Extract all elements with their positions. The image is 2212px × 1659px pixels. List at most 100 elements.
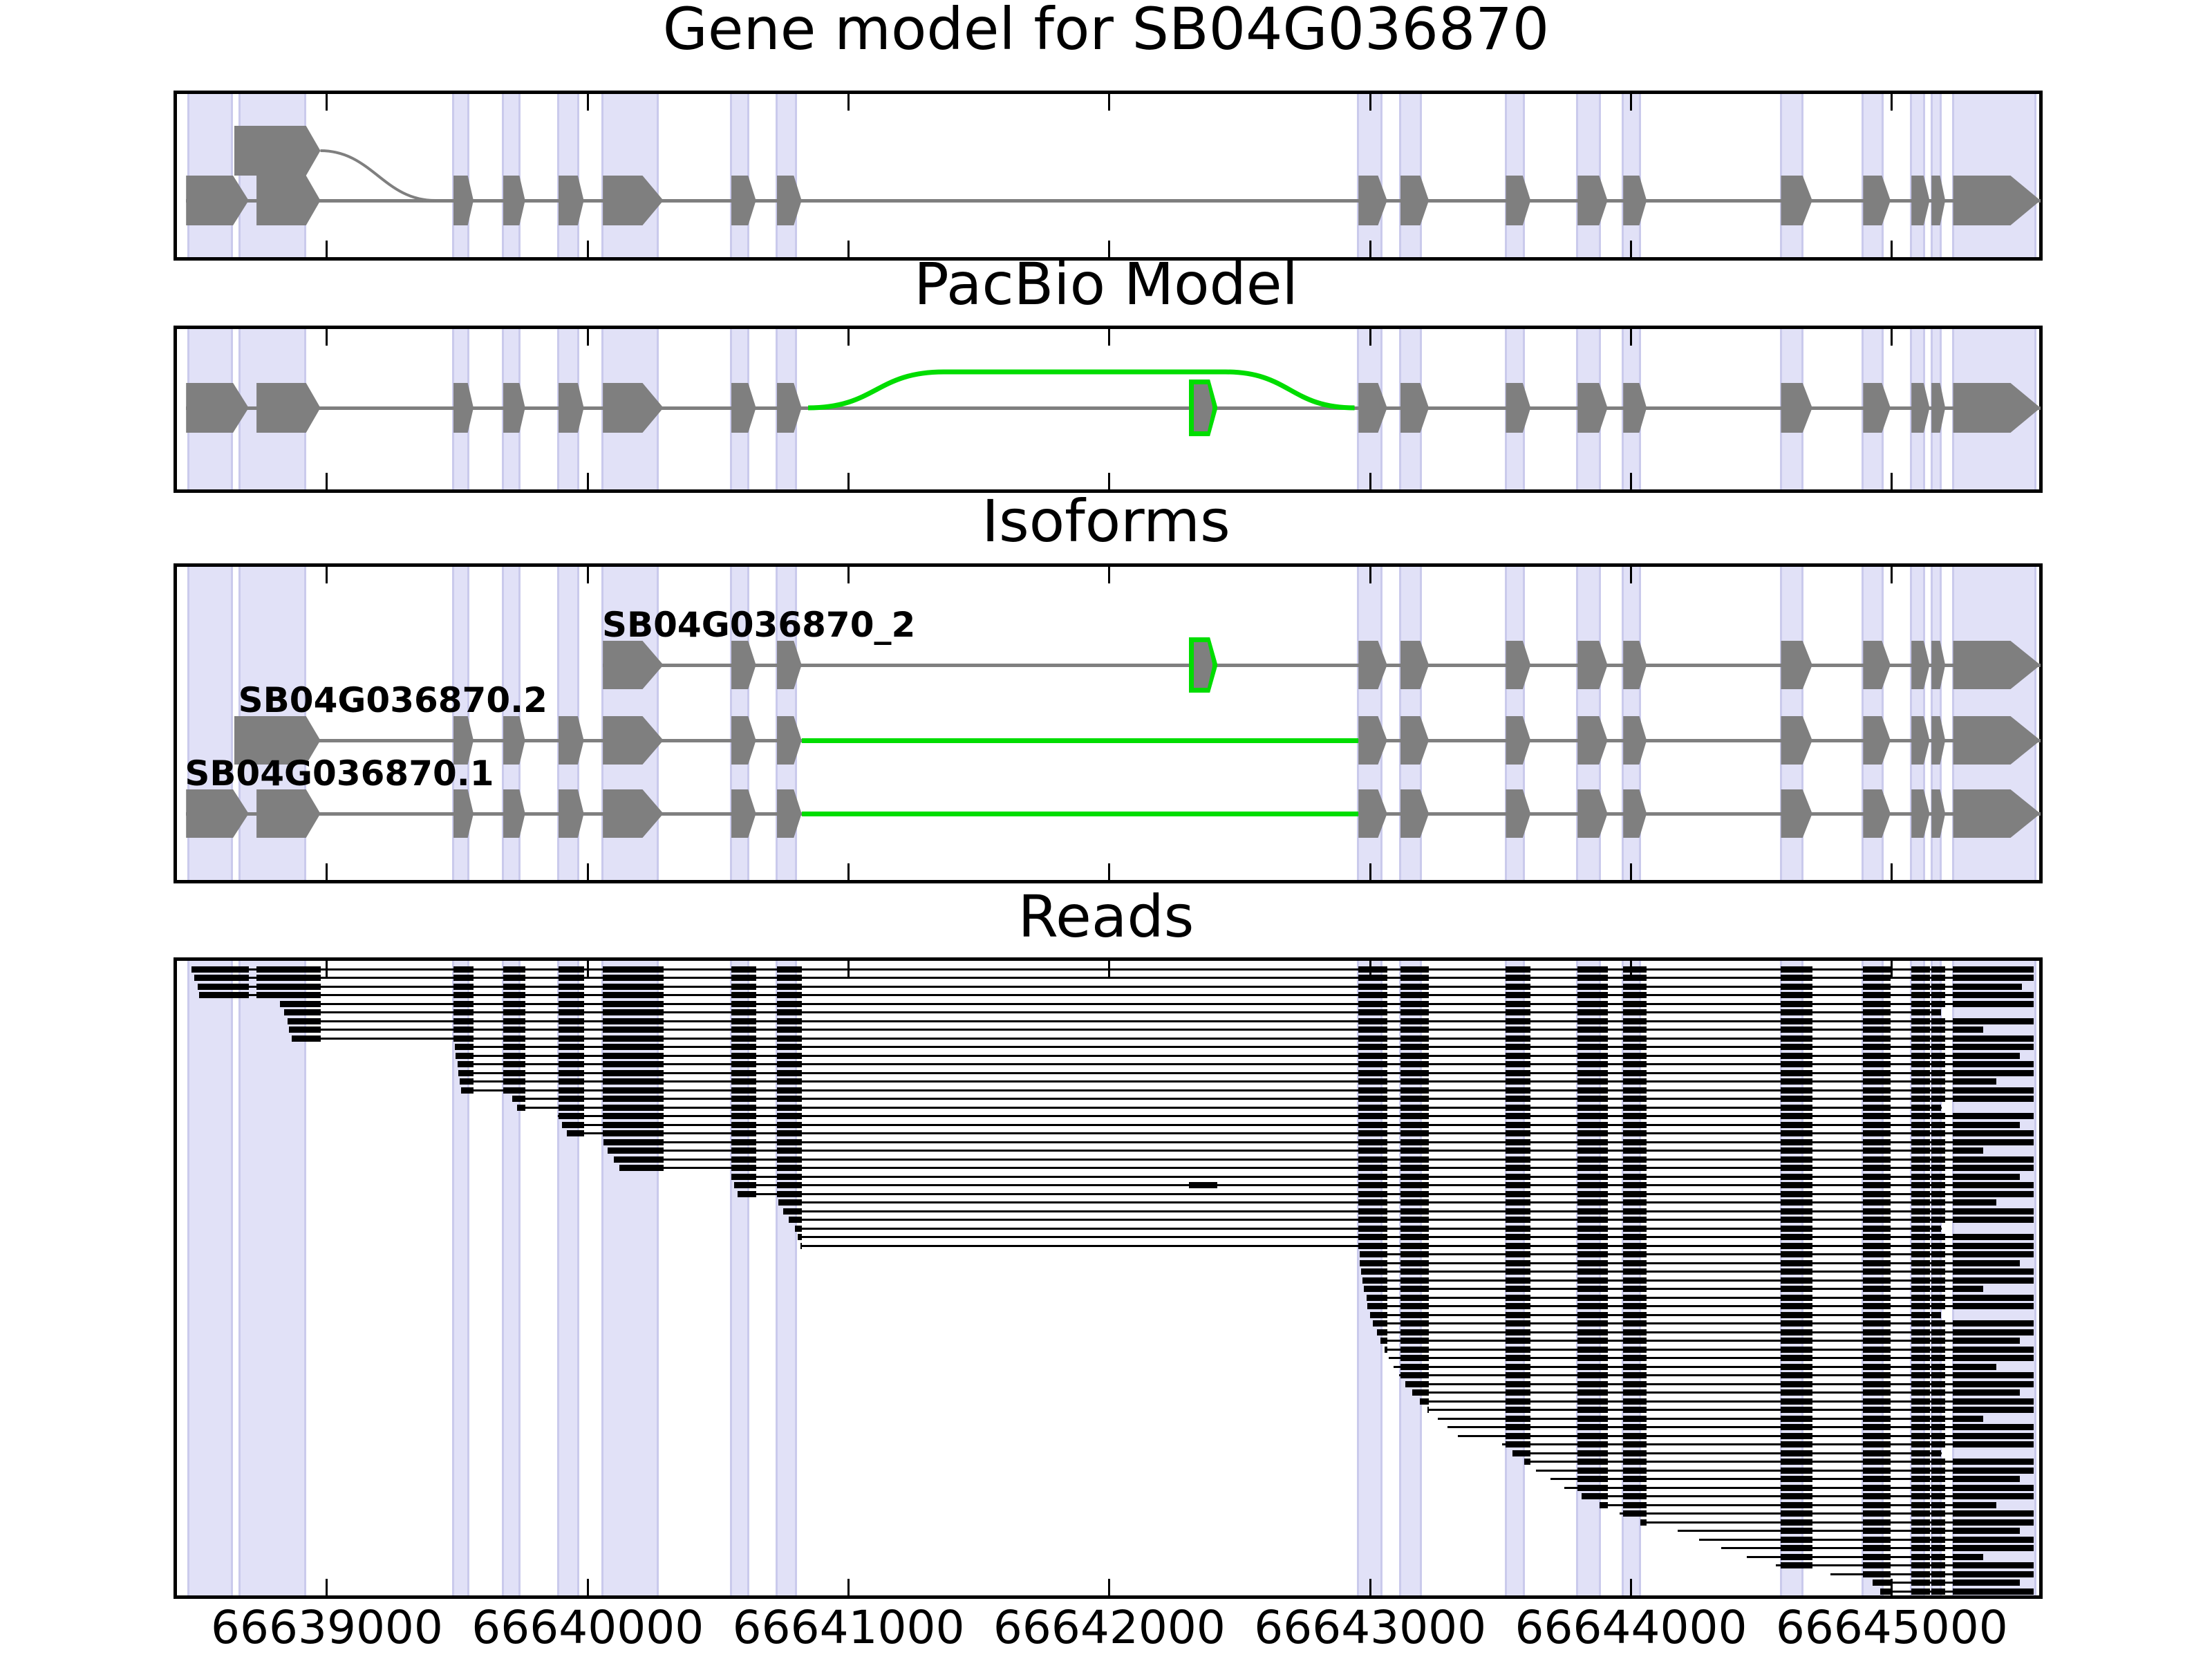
read-exon-block xyxy=(1863,1510,1891,1517)
read-exon-block xyxy=(503,1061,525,1067)
read-exon-block xyxy=(1931,1251,1946,1257)
read-exon-block xyxy=(1781,1156,1812,1163)
read-exon-block xyxy=(731,983,756,990)
read-exon-block xyxy=(1931,1156,1946,1163)
read-exon-block xyxy=(503,975,525,981)
read-exon-block xyxy=(1863,1242,1891,1249)
read-exon-block xyxy=(1781,1536,1812,1543)
read-exon-block xyxy=(1623,1217,1647,1223)
read-exon-block xyxy=(503,966,525,973)
axis-tick-mark xyxy=(1891,863,1893,880)
read-intron-line xyxy=(1360,1253,2034,1255)
read-intron-line xyxy=(1512,1452,1942,1454)
read-exon-block xyxy=(1781,1061,1812,1067)
read-exon-block xyxy=(1358,1190,1387,1197)
read-exon-block xyxy=(1358,992,1387,998)
read-exon-block xyxy=(731,1078,756,1085)
read-exon-block xyxy=(1911,1536,1930,1543)
read-exon-block xyxy=(1953,1165,2034,1171)
read-exon-block xyxy=(603,966,664,973)
read-exon-block xyxy=(800,1242,802,1249)
x-axis-tick-label: 66644000 xyxy=(1515,1601,1747,1654)
read-exon-block xyxy=(1781,1173,1812,1180)
read-exon-block xyxy=(1931,1424,1946,1430)
read-exon-block xyxy=(1863,1493,1891,1499)
read-exon-block xyxy=(1911,1415,1930,1422)
read-exon-block xyxy=(1358,1044,1387,1050)
read-exon-block xyxy=(1400,1052,1430,1059)
read-exon-block xyxy=(1781,1130,1812,1136)
read-exon-block xyxy=(1863,1467,1891,1474)
read-exon-block xyxy=(1911,1311,1930,1318)
read-exon-block xyxy=(1400,1251,1430,1257)
read-exon-block xyxy=(1577,1182,1608,1188)
read-exon-block xyxy=(776,1044,802,1050)
exon xyxy=(731,176,756,225)
read-intron-line xyxy=(1678,1530,2020,1532)
exon xyxy=(776,641,802,689)
axis-tick-mark xyxy=(1369,473,1371,489)
read-exon-block xyxy=(1953,1035,2034,1042)
exon xyxy=(731,716,756,765)
read-exon-block xyxy=(1911,1338,1930,1344)
read-exon-block xyxy=(453,992,474,998)
read-intron-line xyxy=(561,1123,2020,1126)
read-exon-block xyxy=(1781,1338,1812,1344)
axis-tick-mark xyxy=(847,473,850,489)
read-exon-block xyxy=(1911,1190,1930,1197)
read-intron-line xyxy=(567,1132,2034,1134)
exon xyxy=(731,641,756,689)
read-exon-block xyxy=(1953,1338,2020,1344)
read-exon-block xyxy=(1506,1104,1531,1111)
read-exon-block xyxy=(1931,1182,1946,1188)
axis-tick-mark xyxy=(1108,473,1111,489)
read-intron-line xyxy=(1412,1391,2020,1394)
read-exon-block xyxy=(613,1156,664,1163)
read-exon-block xyxy=(1781,1078,1812,1085)
read-exon-block xyxy=(1370,1311,1387,1318)
read-exon-block xyxy=(1577,1329,1608,1335)
read-exon-block xyxy=(1931,983,1946,990)
read-exon-block xyxy=(1577,1052,1608,1059)
read-exon-block xyxy=(1781,1009,1812,1015)
gene-model-panel xyxy=(174,91,2043,261)
read-exon-block xyxy=(1863,1355,1891,1361)
read-exon-block xyxy=(1911,1147,1930,1154)
read-exon-block xyxy=(1911,1087,1930,1094)
read-exon-block xyxy=(1911,1027,1930,1033)
read-exon-block xyxy=(731,1165,756,1171)
read-exon-block xyxy=(1400,1355,1430,1361)
read-exon-block xyxy=(1953,1121,2020,1128)
axis-tick-mark xyxy=(586,329,589,346)
read-exon-block xyxy=(1577,1113,1608,1119)
exon xyxy=(1911,789,1930,838)
read-exon-block xyxy=(1953,1277,2034,1284)
read-exon-block xyxy=(1400,1147,1430,1154)
axis-tick-mark xyxy=(1891,1579,1893,1595)
read-exon-block xyxy=(198,983,249,990)
x-axis-tick-label: 66640000 xyxy=(471,1601,704,1654)
read-exon-block xyxy=(1953,1363,1996,1370)
exon xyxy=(453,176,474,225)
read-exon-block xyxy=(1358,1225,1387,1232)
read-exon-block xyxy=(1863,1173,1891,1180)
read-exon-block xyxy=(1623,1121,1647,1128)
read-exon-block xyxy=(1623,1182,1647,1188)
axis-tick-mark xyxy=(1108,329,1111,346)
read-exon-block xyxy=(1953,975,2034,981)
read-intron-line xyxy=(461,1089,2034,1091)
read-exon-block xyxy=(1781,1277,1812,1284)
title-pacbio: PacBio Model xyxy=(914,250,1298,318)
read-exon-block xyxy=(453,975,474,981)
read-exon-block xyxy=(1358,1113,1387,1119)
read-exon-block xyxy=(453,1035,474,1042)
read-exon-block xyxy=(1863,1087,1891,1094)
read-exon-block xyxy=(1931,1044,1946,1050)
read-exon-block xyxy=(1781,1027,1812,1033)
read-exon-block xyxy=(1400,1044,1430,1050)
read-exon-block xyxy=(1931,1234,1946,1240)
read-exon-block xyxy=(1953,1510,2034,1517)
read-exon-block xyxy=(1623,1018,1647,1024)
read-exon-block xyxy=(1911,1035,1930,1042)
read-exon-block xyxy=(1931,1018,1946,1024)
